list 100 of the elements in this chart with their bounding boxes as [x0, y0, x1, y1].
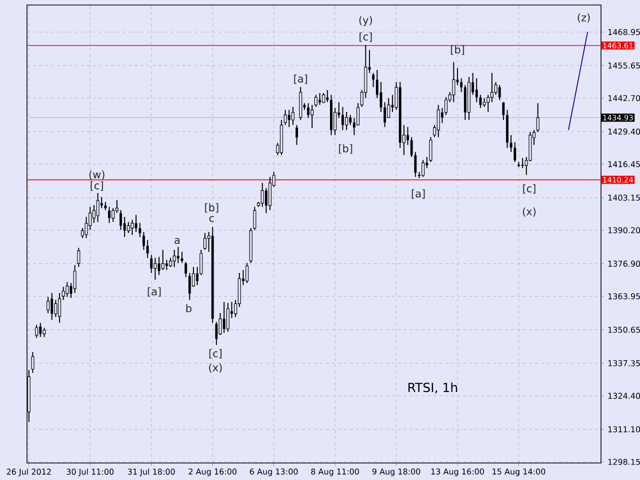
candlestick — [345, 111, 348, 131]
candlestick — [318, 92, 321, 106]
annotation: [a] — [294, 74, 308, 84]
candlestick — [96, 192, 100, 222]
y-tick-label: 1311.10 — [608, 426, 640, 432]
candlestick — [310, 104, 314, 129]
candlestick — [215, 321, 218, 346]
candlestick — [536, 102, 540, 133]
y-tick-label: 1363.95 — [608, 293, 640, 300]
candlestick — [184, 261, 188, 278]
candlestick — [54, 299, 58, 318]
candlestick — [422, 160, 425, 178]
y-tick-label: 1324.40 — [608, 392, 640, 399]
annotation: [c] — [209, 349, 222, 359]
x-tick-label: 6 Aug 13:00 — [250, 468, 298, 476]
candlestick — [349, 114, 352, 126]
y-tick-label: 1455.65 — [608, 62, 640, 69]
candlestick — [165, 259, 168, 270]
annotation: [b] — [450, 45, 464, 55]
candlestick — [475, 78, 478, 103]
candlestick — [123, 216, 126, 238]
candlestick — [384, 102, 386, 128]
candlestick — [62, 286, 65, 300]
candlestick — [168, 257, 172, 268]
candlestick — [268, 176, 272, 211]
candlestick — [314, 94, 318, 108]
candlestick — [39, 322, 42, 338]
annotation: a — [174, 238, 180, 244]
x-tick-label: 30 Jul 11:00 — [66, 468, 114, 476]
candlestick — [35, 324, 38, 338]
x-tick-label: 26 Jul 2012 — [6, 468, 51, 476]
candlestick — [406, 126, 409, 146]
annotation: (x) — [522, 207, 536, 217]
candlestick — [73, 264, 76, 294]
x-tick-label: 9 Aug 18:00 — [372, 468, 420, 476]
candlestick — [31, 352, 34, 374]
candlestick — [341, 106, 344, 131]
y-tick-label: 1390.20 — [608, 227, 640, 234]
candlestick — [284, 109, 287, 126]
annotation: [b] — [205, 203, 218, 213]
candlestick — [130, 219, 134, 236]
candlestick — [356, 102, 360, 126]
candlestick — [502, 102, 505, 120]
candlestick — [288, 109, 290, 128]
candlestick — [150, 254, 153, 274]
candlestick — [510, 134, 512, 152]
annotation: (z) — [578, 13, 590, 23]
candlestick — [161, 249, 164, 270]
candlestick — [138, 222, 142, 238]
y-tick-label: 1376.90 — [608, 260, 640, 267]
candlestick — [146, 240, 149, 258]
candlestick — [154, 257, 157, 280]
candlestick — [326, 90, 329, 103]
y-tick-label: 1350.65 — [608, 326, 640, 333]
candlestick — [46, 296, 50, 314]
candlestick — [291, 106, 294, 126]
candlestick — [176, 246, 180, 264]
candlestick — [80, 227, 84, 239]
y-tick-label: 1416.45 — [608, 161, 640, 168]
annotation: RTSI, 1h — [408, 382, 458, 394]
candlestick — [307, 102, 310, 118]
candlestick — [322, 92, 326, 104]
candlestick — [452, 62, 456, 103]
candlestick — [172, 249, 176, 268]
annotation: (w) — [89, 170, 104, 180]
candlestick — [203, 232, 206, 250]
x-tick-label: 2 Aug 16:00 — [188, 468, 236, 476]
annotation: [a] — [412, 189, 425, 199]
candlestick — [112, 208, 115, 222]
candlestick — [479, 94, 482, 108]
candlestick — [486, 94, 490, 112]
annotation: (y) — [359, 16, 372, 26]
candlestick — [222, 301, 226, 334]
y-tick-label: 1298.15 — [608, 458, 640, 465]
candlestick — [498, 84, 501, 101]
candlestick — [188, 272, 191, 300]
candlestick — [436, 104, 440, 138]
y-tick-label: 1468.95 — [608, 29, 640, 36]
candlestick — [380, 82, 382, 112]
candlestick — [126, 221, 130, 234]
candlestick — [246, 262, 249, 284]
candlestick — [58, 292, 62, 324]
annotation: b — [186, 304, 192, 312]
candlestick — [108, 206, 110, 224]
candlestick — [66, 282, 69, 298]
candlestick — [460, 78, 463, 93]
annotation: [c] — [523, 184, 536, 194]
candlestick — [372, 72, 375, 88]
candlestick — [142, 231, 145, 250]
x-tick-label: 13 Aug 16:00 — [431, 468, 484, 476]
candlestick — [50, 292, 54, 320]
x-tick-label: 15 Aug 14:00 — [492, 468, 546, 476]
annotation: [b] — [339, 144, 352, 154]
candlestick — [296, 124, 298, 146]
candlestick — [134, 214, 138, 232]
annotation: [a] — [148, 287, 161, 297]
candlestick — [444, 96, 448, 116]
candlestick — [414, 151, 417, 178]
candlestick — [514, 142, 516, 163]
candlestick — [77, 247, 80, 268]
